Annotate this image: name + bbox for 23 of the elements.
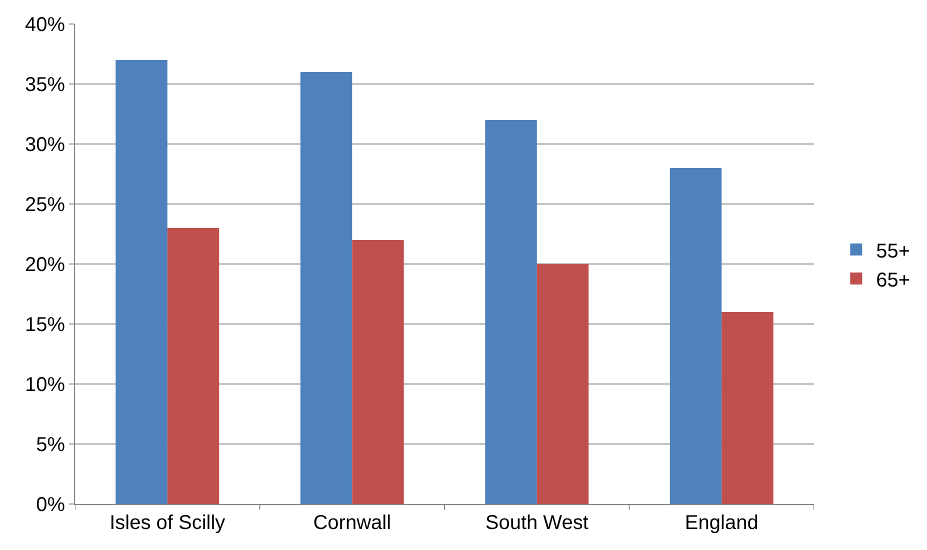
y-tick-label: 35% (24, 74, 66, 96)
bar (722, 312, 774, 504)
legend-label: 55+ (876, 240, 910, 262)
y-tick-label: 5% (36, 434, 66, 456)
bar (485, 120, 537, 504)
x-tick-label: Isles of Scilly (110, 512, 226, 534)
y-tick-label: 15% (24, 314, 66, 336)
bar (352, 240, 404, 504)
bar (670, 168, 722, 504)
x-tick-label: England (684, 512, 758, 534)
legend-label: 65+ (876, 269, 910, 292)
y-tick-label: 40% (24, 14, 66, 36)
bar (116, 60, 168, 504)
y-tick-label: 10% (24, 374, 66, 396)
y-tick-label: 25% (24, 194, 66, 216)
y-tick-label: 30% (24, 134, 66, 156)
y-tick-label: 20% (24, 254, 66, 276)
y-tick-label: 0% (36, 494, 66, 516)
bar (167, 228, 220, 504)
x-tick-label: South West (485, 512, 589, 534)
bar (536, 264, 589, 504)
x-tick-label: Cornwall (313, 512, 392, 534)
bar (300, 72, 352, 504)
